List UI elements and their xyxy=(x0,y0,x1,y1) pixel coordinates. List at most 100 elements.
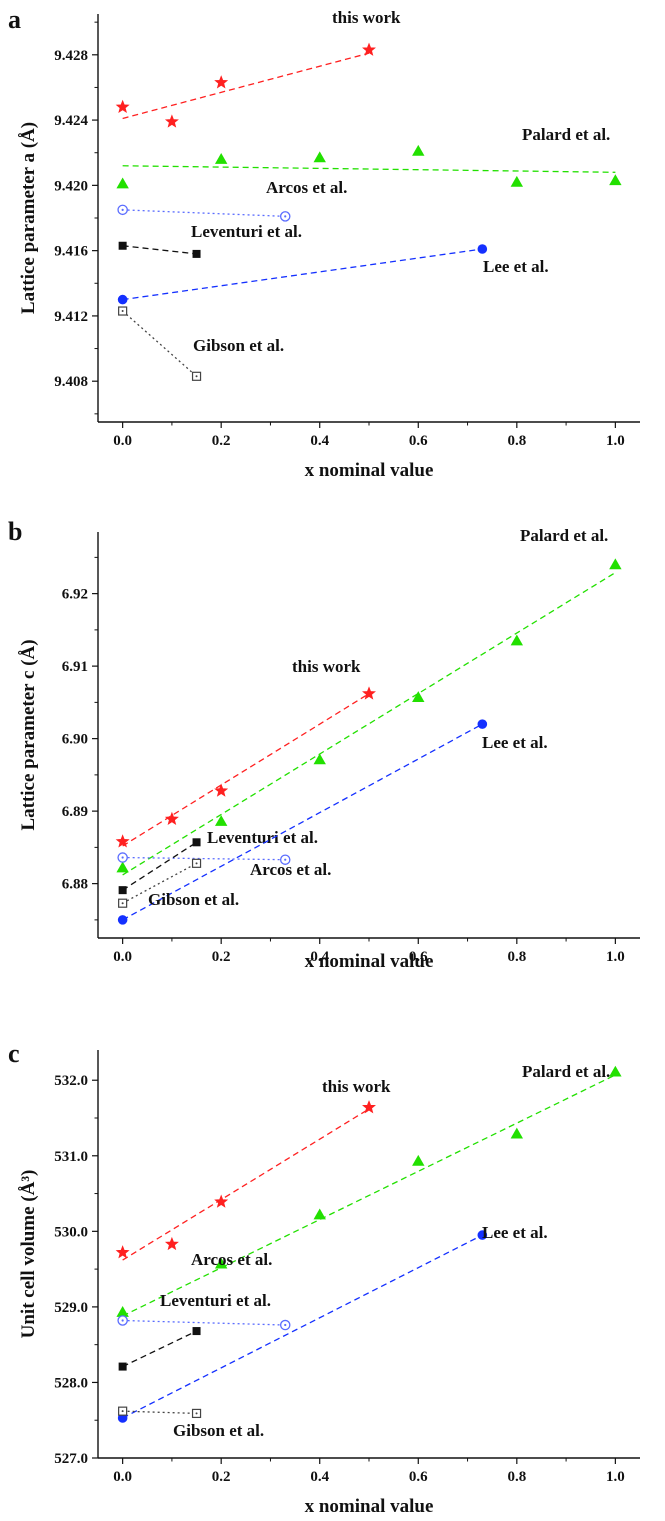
data-point xyxy=(412,144,425,156)
fit-line xyxy=(122,310,197,377)
data-point xyxy=(164,114,179,128)
data-point xyxy=(313,151,326,163)
series-label: Gibson et al. xyxy=(193,336,284,355)
data-point xyxy=(164,811,179,826)
data-point xyxy=(191,858,202,868)
series-arcos-et-al: Arcos et al. xyxy=(117,1250,291,1331)
y-tick-label: 6.88 xyxy=(62,877,88,893)
x-tick-label: 0.4 xyxy=(310,949,329,965)
panel-c: c 0.0 0.2 0.4 0.6 0.8 1.0 527.0 528.0 529.0 530.0 5… xyxy=(8,1039,640,1517)
data-point xyxy=(192,249,201,258)
y-tick-label: 6.89 xyxy=(62,804,88,820)
series-label: this work xyxy=(292,657,361,676)
data-point xyxy=(117,204,128,216)
data-point xyxy=(609,1065,622,1077)
fit-line xyxy=(122,52,370,120)
data-point xyxy=(477,719,488,729)
data-point xyxy=(477,244,488,254)
fit-line xyxy=(122,248,483,301)
series-palard-et-al: Palard et al. xyxy=(116,526,622,876)
series-label: Palard et al. xyxy=(522,1062,610,1081)
panel-letter: a xyxy=(8,5,21,34)
series-label: Leventuri et al. xyxy=(207,828,318,847)
data-point xyxy=(191,371,202,381)
fit-line xyxy=(122,572,616,876)
fit-line xyxy=(122,1108,370,1261)
data-point xyxy=(609,174,622,186)
series-label: this work xyxy=(322,1077,391,1096)
series-label: Leventuri et al. xyxy=(191,222,302,241)
series-lee-et-al: Lee et al. xyxy=(117,719,548,925)
series-label: Leventuri et al. xyxy=(160,1291,271,1310)
data-point xyxy=(412,691,425,702)
data-point xyxy=(214,815,228,826)
series-label: Palard et al. xyxy=(522,125,610,144)
data-point xyxy=(510,634,524,646)
series-gibson-et-al: Gibson et al. xyxy=(118,1406,264,1440)
x-tick-label: 1.0 xyxy=(606,949,625,965)
data-point xyxy=(279,1319,291,1331)
x-tick-label: 0.6 xyxy=(409,1469,428,1485)
fit-line xyxy=(122,209,286,218)
fit-line xyxy=(122,1234,483,1419)
y-tick-label: 6.91 xyxy=(62,659,88,675)
x-tick-label: 0.8 xyxy=(507,949,526,965)
series-label: Lee et al. xyxy=(482,1223,548,1242)
data-point xyxy=(192,838,201,847)
data-point xyxy=(214,783,229,797)
data-point xyxy=(214,1194,229,1208)
x-axis-label: x nominal value xyxy=(305,1496,434,1517)
series-label: Palard et al. xyxy=(520,526,608,545)
fit-line xyxy=(122,841,197,891)
x-tick-label: 0.6 xyxy=(409,949,428,965)
fit-line xyxy=(122,856,286,861)
y-axis-label: Lattice parameter a (Å) xyxy=(18,122,39,314)
data-point xyxy=(118,886,127,895)
y-tick-label: 530.0 xyxy=(54,1224,88,1240)
y-tick-label: 9.416 xyxy=(54,244,88,260)
data-point xyxy=(477,1230,488,1240)
data-point xyxy=(115,834,130,848)
data-point xyxy=(118,1406,128,1416)
series-this-work: this work xyxy=(115,1077,391,1261)
fit-line xyxy=(122,1074,616,1317)
data-point xyxy=(116,861,129,873)
x-tick-label: 1.0 xyxy=(606,433,625,449)
x-tick-label: 0.0 xyxy=(113,433,132,449)
series-label: Lee et al. xyxy=(483,257,549,276)
data-point xyxy=(279,211,291,222)
series-palard-et-al: Palard et al. xyxy=(116,1062,622,1317)
data-point xyxy=(362,1100,376,1114)
x-tick-label: 0.0 xyxy=(113,1469,132,1485)
series-gibson-et-al: Gibson et al. xyxy=(118,306,284,381)
x-tick-label: 0.0 xyxy=(113,949,132,965)
data-point xyxy=(510,175,524,187)
panel-letter: c xyxy=(8,1039,20,1068)
panel-b: b 0.0 0.2 0.4 0.6 0.8 1.0 6.88 6.89 6.90 6.91 6.92 x… xyxy=(8,517,640,972)
data-point xyxy=(115,1245,130,1259)
y-tick-label: 528.0 xyxy=(54,1375,88,1391)
series-arcos-et-al: Arcos et al. xyxy=(117,178,347,222)
data-point xyxy=(412,1154,425,1166)
x-axis-label: x nominal value xyxy=(305,951,434,972)
data-point xyxy=(313,1208,326,1220)
series-palard-et-al: Palard et al. xyxy=(116,125,622,189)
data-point xyxy=(510,1127,524,1139)
series-label: Gibson et al. xyxy=(173,1421,264,1440)
series-label: Arcos et al. xyxy=(191,1250,272,1269)
data-point xyxy=(192,1327,201,1336)
series-label: Gibson et al. xyxy=(148,890,239,909)
data-point xyxy=(117,294,128,305)
x-tick-label: 0.6 xyxy=(409,433,428,449)
y-tick-label: 531.0 xyxy=(54,1149,88,1165)
data-point xyxy=(117,915,128,925)
series-label: Lee et al. xyxy=(482,733,548,752)
fit-line xyxy=(122,1319,286,1326)
y-axis-label: Lattice parameter c (Å) xyxy=(18,639,39,830)
x-tick-label: 0.4 xyxy=(310,1469,329,1485)
series-this-work: this work xyxy=(115,8,401,128)
series-leventuri-et-al: Leventuri et al. xyxy=(118,222,302,258)
series-label: this work xyxy=(332,8,401,27)
series-lee-et-al: Lee et al. xyxy=(117,244,549,305)
